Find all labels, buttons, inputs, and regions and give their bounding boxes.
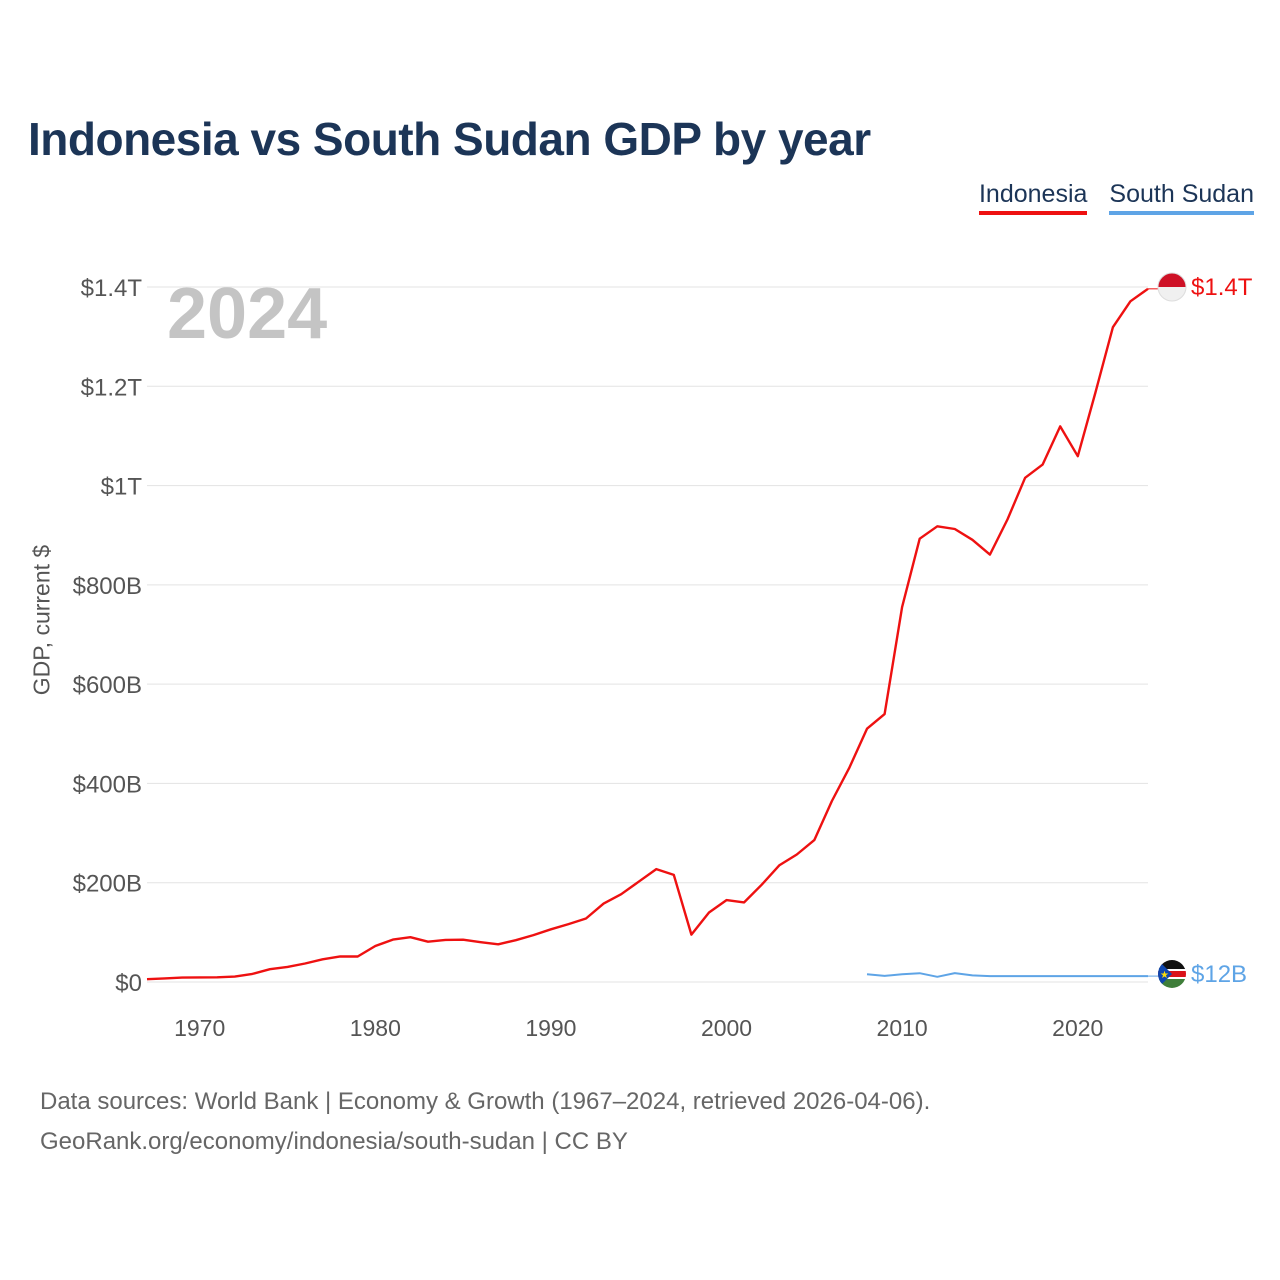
indonesia-flag-icon — [1157, 272, 1187, 302]
legend-item-south-sudan[interactable]: South Sudan — [1109, 180, 1254, 215]
series-lines — [146, 287, 1158, 981]
x-tick-label: 2000 — [701, 1015, 752, 1041]
x-tick-label: 1980 — [350, 1015, 401, 1041]
legend: Indonesia South Sudan — [978, 180, 1254, 215]
south-sudan-flag-icon: ★ — [1158, 960, 1186, 988]
series-line-south-sudan — [866, 972, 1148, 978]
series-line-indonesia — [146, 287, 1149, 981]
legend-item-indonesia[interactable]: Indonesia — [978, 180, 1088, 215]
y-tick-label: $400B — [73, 771, 142, 798]
x-tick-label: 2010 — [877, 1015, 928, 1041]
end-label-indonesia: $1.4T — [1191, 274, 1253, 301]
y-ticks: $0 $200B $400B $600B $800B $1T $1.2T $1.4T — [73, 275, 143, 997]
y-tick-label: $800B — [73, 573, 142, 600]
y-tick-label: $1T — [101, 474, 143, 501]
y-tick-label: $1.2T — [81, 374, 143, 401]
x-tick-label: 2020 — [1052, 1015, 1103, 1041]
footer: Data sources: World Bank | Economy & Gro… — [40, 1082, 930, 1162]
footer-link: GeoRank.org/economy/indonesia/south-suda… — [40, 1128, 628, 1155]
svg-text:★: ★ — [1160, 970, 1169, 981]
footer-sources: Data sources: World Bank | Economy & Gro… — [40, 1088, 931, 1115]
chart-title: Indonesia vs South Sudan GDP by year — [28, 113, 871, 165]
year-watermark: 2024 — [167, 274, 327, 354]
x-tick-label: 1990 — [525, 1015, 576, 1041]
x-ticks: 1970 1980 1990 2000 2010 2020 — [174, 1015, 1103, 1041]
y-tick-label: $200B — [73, 871, 142, 898]
end-label-south-sudan: $12B — [1191, 961, 1247, 988]
y-tick-label: $0 — [115, 970, 142, 997]
y-tick-label: $600B — [73, 672, 142, 699]
y-tick-label: $1.4T — [81, 275, 143, 302]
grid — [147, 286, 1148, 983]
x-tick-label: 1970 — [174, 1015, 225, 1041]
